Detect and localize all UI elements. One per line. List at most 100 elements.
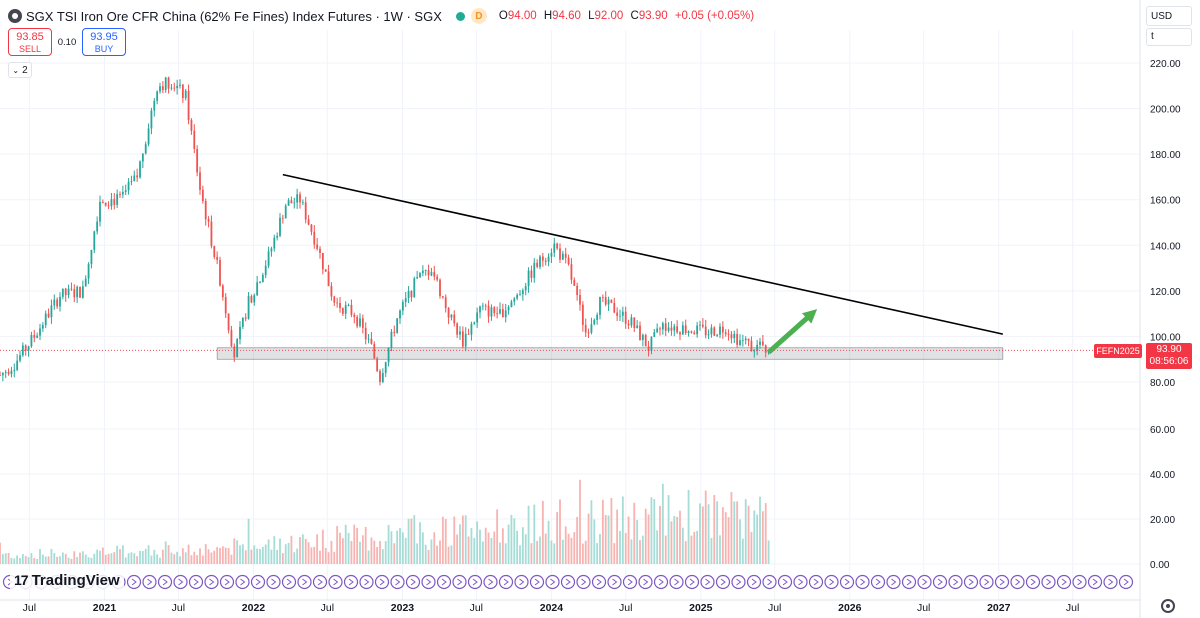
volume-bar xyxy=(656,530,659,564)
candle-body xyxy=(207,219,210,222)
currency-select[interactable]: USD xyxy=(1146,6,1192,26)
candle-body xyxy=(541,256,544,261)
volume-bar xyxy=(64,553,67,564)
symbol-price-label: FEFN2025 xyxy=(1094,344,1142,358)
last-price-value: 93.90 xyxy=(1156,344,1182,355)
candle-body xyxy=(761,341,764,346)
volume-bar xyxy=(564,526,567,564)
candle-body xyxy=(296,194,299,203)
volume-bar xyxy=(1,554,4,564)
support-zone[interactable] xyxy=(216,347,1004,360)
volume-bar xyxy=(344,524,347,564)
gear-icon[interactable] xyxy=(1161,599,1175,613)
volume-bar xyxy=(130,552,133,564)
unit-select[interactable]: t xyxy=(1146,28,1192,46)
volume-bar xyxy=(561,539,564,564)
time-axis[interactable]: Jul 2021 Jul 2022 Jul 2023 Jul 2024 Jul 2025 Jul 20… xyxy=(0,599,1140,614)
session-marker xyxy=(297,574,312,590)
candle-body xyxy=(719,326,721,335)
candle-body xyxy=(216,256,219,260)
tradingview-logo-icon: 17 xyxy=(14,572,29,588)
volume-bar xyxy=(456,534,459,564)
volume-bar xyxy=(464,515,467,564)
volume-bar xyxy=(364,526,367,564)
candle-body xyxy=(733,333,736,339)
volume-bar xyxy=(224,547,227,564)
session-marker-glyph xyxy=(271,578,277,586)
candle-body xyxy=(756,344,759,351)
volume-bar xyxy=(544,533,547,564)
candle-body xyxy=(401,302,404,311)
tradingview-logo[interactable]: 17 TradingView xyxy=(10,571,124,589)
session-marker xyxy=(746,574,762,590)
session-marker-glyph xyxy=(302,578,308,586)
volume-bar xyxy=(361,535,364,564)
volume-bar xyxy=(267,539,270,564)
candle-body xyxy=(30,335,33,347)
volume-bar xyxy=(313,546,316,564)
session-marker-glyph xyxy=(906,578,912,586)
volume-bar xyxy=(730,492,733,564)
candle-body xyxy=(601,296,604,298)
session-marker-glyph xyxy=(379,578,385,586)
candle-body xyxy=(330,286,333,297)
volume-bar xyxy=(393,543,396,564)
candle-body xyxy=(287,200,290,206)
candle-body xyxy=(690,331,693,333)
volume-bar xyxy=(590,500,593,564)
candle-body xyxy=(310,224,313,232)
volume-bar xyxy=(113,552,116,564)
candle-body xyxy=(499,309,501,314)
session-marker-glyph xyxy=(162,578,168,586)
symbol-title[interactable]: SGX TSI Iron Ore CFR China (62% Fe Fines… xyxy=(26,8,442,24)
candle-body xyxy=(281,217,284,219)
volume-bar xyxy=(479,529,481,564)
candle-body xyxy=(196,149,199,173)
session-marker xyxy=(374,574,390,590)
price-axis[interactable]: 80.00 100.00 120.00 140.00 160.00 180.00 200.0… xyxy=(1139,0,1181,618)
session-marker-glyph xyxy=(658,578,664,586)
volume-bar xyxy=(616,509,619,564)
volume-bar xyxy=(524,534,527,564)
candle-body xyxy=(13,369,16,371)
volume-bar xyxy=(124,557,127,564)
volume-bar xyxy=(621,496,624,564)
volume-bar xyxy=(407,518,410,564)
candle-body xyxy=(581,304,584,325)
volume-bar xyxy=(484,527,487,564)
volume-bar xyxy=(379,541,381,564)
candle-body xyxy=(484,305,487,307)
volume-bar xyxy=(96,549,99,564)
candle-body xyxy=(253,295,256,303)
drawings-layer[interactable] xyxy=(0,173,1140,355)
volume-bar xyxy=(487,532,490,564)
volume-bar xyxy=(84,554,87,564)
low-value: 92.00 xyxy=(594,10,624,22)
volume-bar xyxy=(244,550,247,564)
volume-bar xyxy=(164,541,167,564)
volume-bar xyxy=(219,548,221,564)
candle-body xyxy=(693,332,696,335)
buy-button[interactable]: 93.95 BUY xyxy=(82,28,126,56)
volume-bar xyxy=(181,548,184,564)
candle-body xyxy=(624,311,627,324)
price-tick-label: 120.00 xyxy=(1150,287,1181,298)
candle-body xyxy=(747,338,750,341)
trade-buttons: 93.85 SELL 0.10 93.95 BUY xyxy=(8,28,126,56)
candle-body xyxy=(244,317,247,319)
candle-body xyxy=(256,282,259,296)
volume-bar xyxy=(741,538,744,564)
candle-body xyxy=(547,256,550,262)
session-marker-glyph xyxy=(1030,578,1036,586)
volume-bar xyxy=(596,543,599,564)
volume-bar xyxy=(441,516,444,564)
indicators-toggle[interactable]: ⌄ 2 xyxy=(8,62,32,78)
candle-body xyxy=(61,288,64,297)
candle-body xyxy=(421,270,424,274)
candle-body xyxy=(753,350,756,352)
volume-bar xyxy=(373,540,376,564)
volume-bar xyxy=(601,499,604,564)
volume-bar xyxy=(116,545,119,564)
sell-button[interactable]: 93.85 SELL xyxy=(8,28,52,56)
